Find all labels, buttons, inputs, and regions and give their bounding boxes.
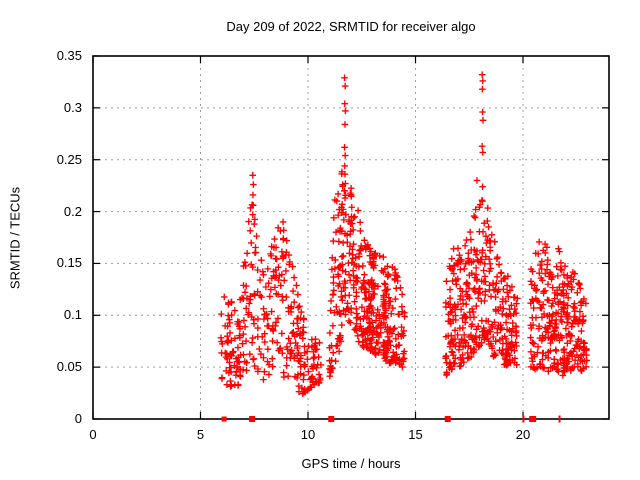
x-tick-label: 10	[300, 427, 316, 442]
x-tick-label: 5	[196, 427, 205, 442]
zero-value-marker	[249, 416, 256, 422]
scatter-points-pass-4	[527, 238, 591, 379]
y-tick-label: 0.3	[63, 99, 82, 115]
scatter-points-spikes	[249, 71, 487, 243]
y-tick-label: 0	[74, 411, 82, 426]
y-tick-label: 0.05	[56, 359, 82, 375]
scatter-points-pass-3	[442, 196, 521, 379]
scatter-points-layer	[217, 71, 591, 423]
zero-value-marker	[444, 416, 451, 422]
plot-border	[92, 55, 610, 420]
y-tick-label: 0.35	[56, 48, 82, 63]
zero-value-marker	[522, 415, 525, 423]
scatter-points-pass-2	[326, 168, 408, 380]
zero-value-marker	[558, 415, 561, 423]
y-tick-label: 0.2	[63, 203, 82, 219]
x-tick-label: 20	[515, 427, 531, 442]
x-tick-label: 15	[408, 427, 423, 442]
scatter-points-pass-1	[217, 201, 325, 397]
y-axis-label: SRMTID / TECUs	[7, 186, 23, 290]
zero-value-marker	[529, 416, 537, 422]
x-tick-label: 0	[89, 427, 97, 442]
y-tick-label: 0.25	[56, 151, 82, 167]
y-tick-label: 0.1	[63, 307, 82, 323]
y-tick-label: 0.15	[56, 255, 82, 271]
chart-title: Day 209 of 2022, SRMTID for receiver alg…	[226, 19, 476, 34]
x-axis-label: GPS time / hours	[301, 456, 401, 471]
zero-value-marker	[221, 416, 227, 422]
zero-value-marker	[328, 416, 335, 422]
